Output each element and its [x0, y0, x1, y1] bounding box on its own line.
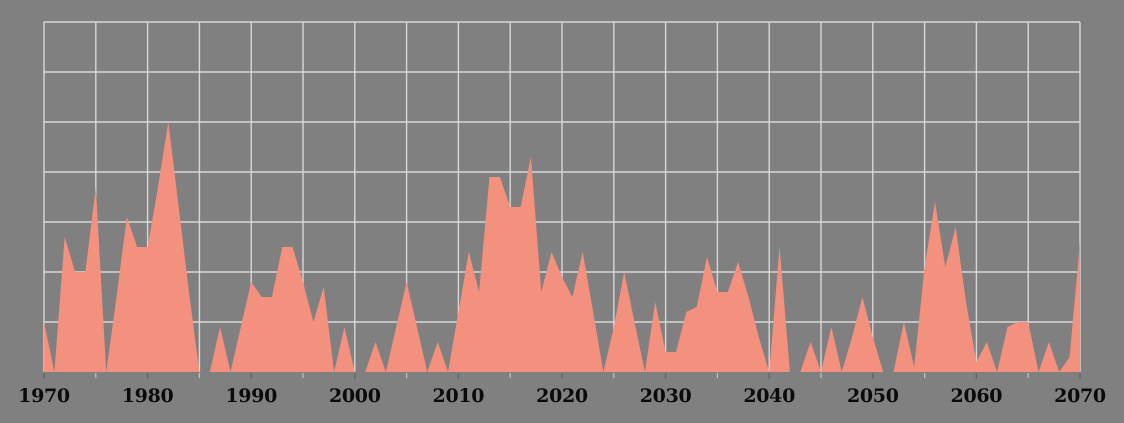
x-tick-label: 1980 [122, 385, 174, 407]
x-tick-label: 2040 [743, 385, 795, 407]
x-tick-label: 2020 [536, 385, 588, 407]
area-series [44, 122, 1080, 372]
x-tick-label: 1970 [18, 385, 70, 407]
x-axis-labels: 1970 1980 1990 2000 2010 2020 2030 2040 2050 2060… [18, 385, 1106, 407]
x-tick-label: 2050 [847, 385, 899, 407]
x-tick-label: 2030 [640, 385, 692, 407]
x-tick-label: 2000 [329, 385, 381, 407]
x-tick-label: 2010 [433, 385, 485, 407]
x-tick-label: 2060 [951, 385, 1003, 407]
axis-ticks [43, 373, 1081, 379]
x-tick-label: 2070 [1054, 385, 1106, 407]
x-tick-label: 1990 [225, 385, 277, 407]
